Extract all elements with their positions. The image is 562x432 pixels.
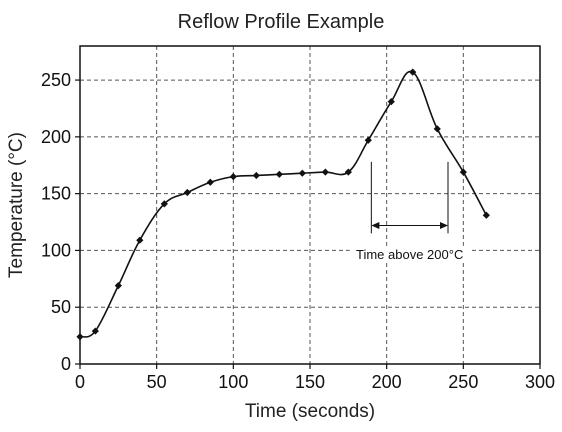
annotation-label: Time above 200°C [356,247,463,262]
y-tick-label: 0 [61,354,71,374]
annotation-arrowhead-right [440,221,448,229]
data-point-marker [409,68,417,76]
y-axis-ticks: 0 50 100 150 200 250 [41,70,80,374]
y-tick-label: 50 [51,297,71,317]
x-tick-label: 0 [75,372,85,392]
y-tick-label: 250 [41,70,71,90]
data-point-marker [136,236,144,244]
y-tick-label: 200 [41,127,71,147]
data-point-marker [206,178,214,186]
data-point-marker [298,169,306,177]
x-tick-label: 50 [147,372,167,392]
data-point-marker [252,171,260,180]
annotation-label-bg [349,245,470,263]
y-tick-label: 100 [41,240,71,260]
y-tick-label: 150 [41,184,71,204]
x-tick-label: 300 [525,372,555,392]
data-point-marker [321,168,329,176]
plot-frame [79,45,541,365]
data-point-marker [76,333,84,341]
x-tick-label: 150 [295,372,325,392]
data-point-marker [160,200,168,208]
data-point-marker [364,136,372,144]
x-tick-label: 250 [448,372,478,392]
time-above-annotation: Time above 200°C [349,161,470,263]
annotation-arrowhead-left [371,221,380,229]
data-point-marker [344,168,352,176]
data-point-marker [433,125,441,133]
data-point-marker [91,327,99,335]
data-point-marker [275,170,283,178]
y-axis-label: Temperature (°C) [6,132,27,278]
series-markers [76,68,490,341]
data-point-marker [459,168,467,176]
grid [80,46,540,364]
data-point-marker [183,188,191,197]
x-tick-label: 100 [218,372,248,392]
data-point-marker [114,282,122,290]
x-axis-ticks: 0 50 100 150 200 250 300 [75,364,555,392]
data-point-marker [482,211,490,219]
x-tick-label: 200 [372,372,402,392]
x-axis-label: Time (seconds) [245,401,375,422]
series-line [79,70,488,338]
data-point-marker [229,173,237,181]
chart-title: Reflow Profile Example [178,11,385,33]
data-point-marker [387,98,395,106]
